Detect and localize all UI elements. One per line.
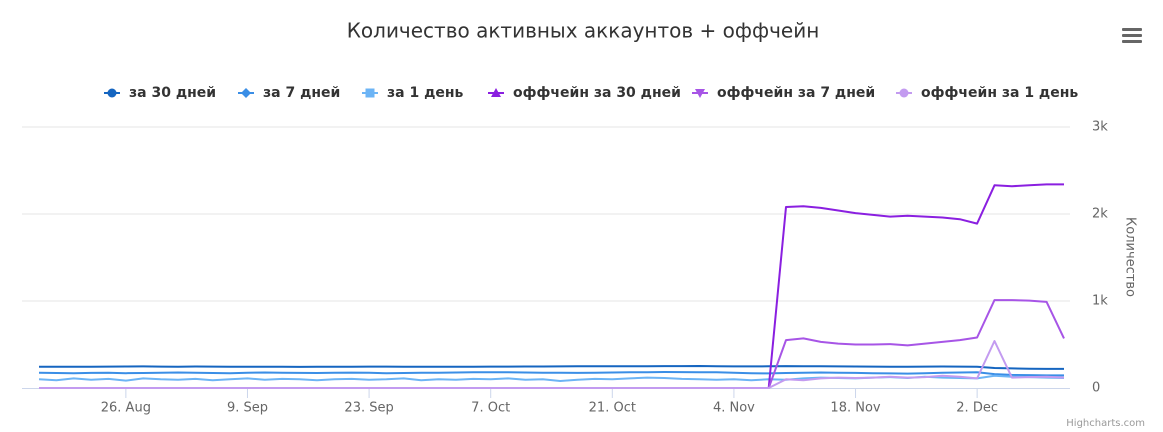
y-tick-label: 3k bbox=[1092, 120, 1108, 135]
series-line bbox=[38, 371, 1064, 377]
legend-label: оффчейн за 30 дней bbox=[513, 85, 681, 101]
x-tick-label: 9. Sep bbox=[227, 401, 268, 416]
legend-item[interactable]: за 1 день bbox=[362, 85, 464, 101]
y-tick-label: 1k bbox=[1092, 294, 1108, 309]
legend-symbol bbox=[107, 88, 117, 98]
legend-label: оффчейн за 7 дней bbox=[717, 85, 875, 101]
legend-item[interactable]: за 30 дней bbox=[104, 85, 216, 101]
x-tick-label: 21. Oct bbox=[589, 401, 636, 416]
x-tick-label: 26. Aug bbox=[101, 401, 151, 416]
series-line bbox=[39, 340, 1065, 389]
legend-label: за 7 дней bbox=[263, 85, 340, 101]
y-tick-label: 2k bbox=[1092, 207, 1108, 222]
menu-bar[interactable] bbox=[1122, 34, 1142, 37]
legend-symbol bbox=[365, 88, 375, 98]
series-line bbox=[39, 365, 1064, 370]
y-axis-title: Количество bbox=[1123, 217, 1138, 297]
series-line bbox=[39, 183, 1064, 389]
menu-bar[interactable] bbox=[1122, 28, 1142, 31]
credits[interactable]: Highcharts.com bbox=[1066, 418, 1145, 429]
menu-button[interactable] bbox=[1122, 28, 1142, 43]
menu-bar[interactable] bbox=[1122, 40, 1142, 43]
y-tick-label: 0 bbox=[1092, 381, 1100, 396]
legend-item[interactable]: за 7 дней bbox=[238, 85, 340, 101]
legend-symbol bbox=[899, 88, 909, 98]
x-tick-label: 23. Sep bbox=[344, 401, 393, 416]
legend-label: за 30 дней bbox=[129, 85, 216, 101]
legend-item[interactable]: оффчейн за 7 дней bbox=[692, 85, 875, 101]
x-tick-label: 18. Nov bbox=[830, 401, 880, 416]
series-line bbox=[39, 299, 1065, 389]
legend-symbol bbox=[695, 89, 705, 98]
chart-title: Количество активных аккаунтов + оффчейн bbox=[347, 19, 820, 43]
legend-label: за 1 день bbox=[387, 85, 464, 101]
legend-item[interactable]: оффчейн за 1 день bbox=[896, 85, 1078, 101]
legend-symbol bbox=[241, 88, 251, 98]
x-tick-label: 7. Oct bbox=[471, 401, 510, 416]
x-tick-label: 2. Dec bbox=[956, 401, 998, 416]
x-tick-label: 4. Nov bbox=[713, 401, 755, 416]
legend-label: оффчейн за 1 день bbox=[921, 85, 1078, 101]
legend-item[interactable]: оффчейн за 30 дней bbox=[488, 85, 681, 101]
legend-symbol bbox=[491, 88, 501, 97]
